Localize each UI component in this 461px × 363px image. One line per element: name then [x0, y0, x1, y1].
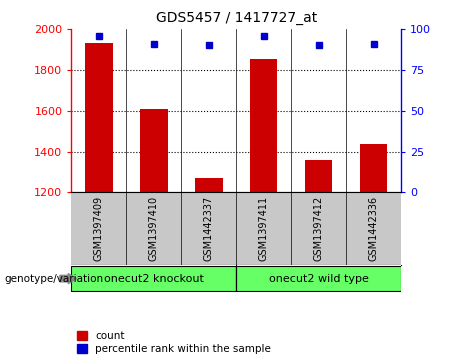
Text: GSM1397409: GSM1397409 [94, 196, 104, 261]
Bar [195, 178, 223, 192]
Text: GSM1442336: GSM1442336 [369, 196, 378, 261]
Text: GSM1397412: GSM1397412 [313, 196, 324, 261]
Title: GDS5457 / 1417727_at: GDS5457 / 1417727_at [156, 11, 317, 25]
Text: GSM1397410: GSM1397410 [149, 196, 159, 261]
Bar [305, 160, 332, 192]
Text: GSM1397411: GSM1397411 [259, 196, 269, 261]
Bar [85, 43, 112, 192]
Text: onecut2 knockout: onecut2 knockout [104, 274, 204, 284]
Bar [140, 109, 168, 192]
Bar [250, 59, 278, 192]
Text: onecut2 wild type: onecut2 wild type [269, 274, 369, 284]
Bar [71, 266, 236, 291]
Legend: count, percentile rank within the sample: count, percentile rank within the sample [77, 331, 271, 354]
Bar [236, 266, 401, 291]
Text: GSM1442337: GSM1442337 [204, 196, 214, 261]
Text: genotype/variation: genotype/variation [5, 274, 104, 284]
Bar [360, 144, 387, 192]
